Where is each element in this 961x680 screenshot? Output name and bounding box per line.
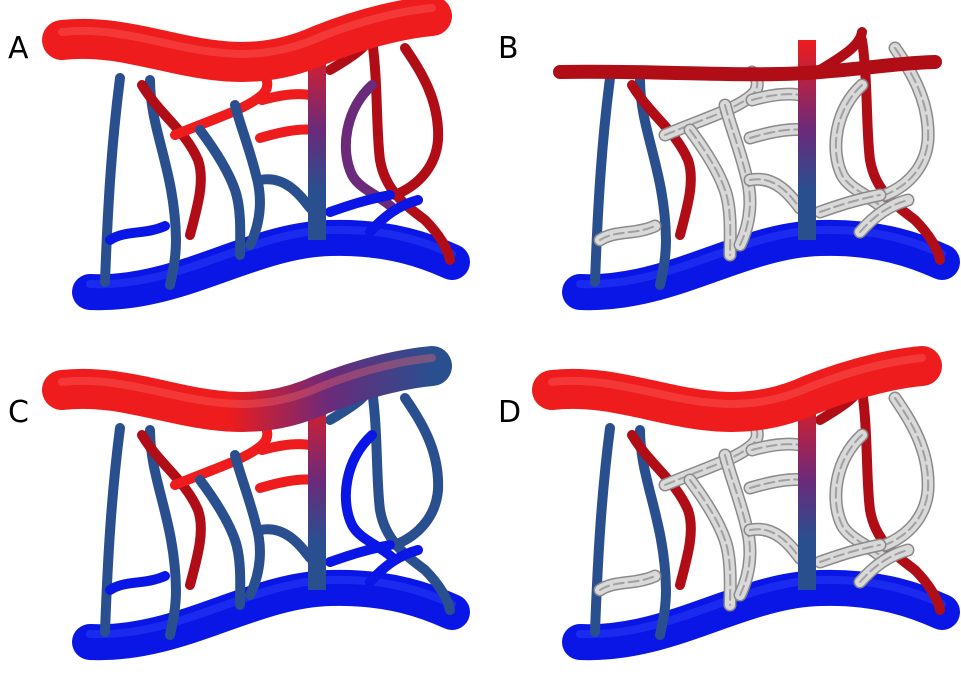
artery-tube [553,55,942,82]
vessel-gray-dash [749,178,801,209]
vessel [635,425,672,640]
panel-d: D [490,346,960,680]
vessel-gray-dash [819,544,881,563]
vascular-network-diagram [42,346,470,661]
vein-tube [72,569,470,661]
vein-tube [562,569,960,661]
vessel [137,430,206,590]
panel-label-a: A [8,31,29,66]
vessel [325,540,395,567]
panel-label-c: C [8,395,29,430]
panel-c: C [0,346,470,680]
central-vessel [798,390,816,590]
vessel [365,195,423,237]
artery-tube [532,346,942,432]
vein-tube [562,219,960,311]
vessel [325,190,395,217]
vessel [105,221,170,245]
vessel [255,174,315,213]
vessel-gray-dash [599,225,656,241]
vascular-network-diagram [553,27,960,311]
central-vessel [308,390,326,590]
vessel-gray-dash [834,434,886,561]
vessel [145,75,182,290]
central-vessel [308,40,326,240]
vessel [257,439,319,455]
vessel-gray-dash [859,199,909,233]
vessel [367,35,455,265]
artery-highlight [58,354,436,408]
vessel [195,125,246,260]
vessel [635,75,672,290]
vessel-gray-dash [884,397,930,546]
vessel-gray-dash [689,129,732,256]
vascular-network-diagram [532,346,960,661]
vessel [255,474,319,493]
artery-highlight [58,4,436,58]
vessel [145,425,182,640]
vessel [137,80,206,240]
vessel [365,545,423,587]
vessel [857,385,945,615]
vessel [195,475,246,610]
vessel [105,571,170,595]
vessel [100,73,125,287]
vessel [100,423,125,637]
panel-label-b: B [498,31,519,66]
central-vessel [798,40,816,240]
artery-highlight [548,354,926,408]
vessel [367,385,455,615]
vessel-gray-dash [599,575,656,591]
vessel-gray-dash [819,194,881,213]
vessel-gray-dash [749,528,801,559]
vascular-network-diagram [42,0,470,311]
artery-tube [42,0,452,82]
vessel-gray-dash [859,549,909,583]
panel-a: A [0,0,470,330]
vessel [255,124,319,143]
vessel-gray [660,67,763,140]
vessel [590,423,615,637]
vessel-gray-dash [724,104,751,246]
vessel [255,524,315,563]
vessel-gray-dash [834,84,886,211]
vessel [390,393,444,550]
vessel [627,80,696,240]
vessel [857,35,945,265]
vessel [230,100,265,250]
vessel [627,430,696,590]
vessel [590,73,615,287]
vessel [390,43,444,200]
panel-b: B [490,0,960,330]
vessel-gray-dash [724,454,751,596]
vessel-gray-dash [689,479,732,606]
artery-tube [42,346,452,432]
vein-tube [72,219,470,311]
vessel [257,89,319,105]
vessel [230,450,265,600]
panel-label-d: D [498,395,522,430]
